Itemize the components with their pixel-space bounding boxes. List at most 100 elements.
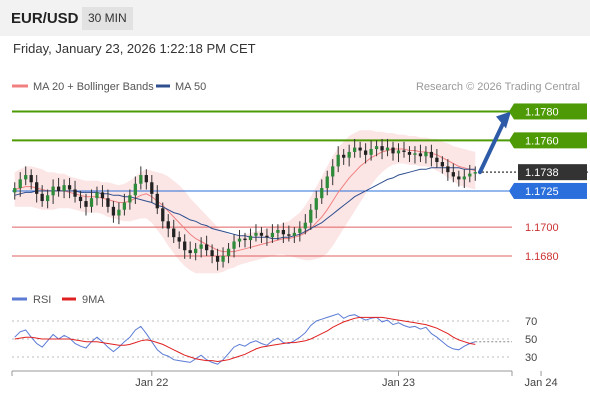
rsi-tick-label: 50 [525,334,537,346]
candle-body [29,175,33,183]
candle-body [243,238,247,241]
candle-body [303,222,307,229]
candle-body [45,195,50,202]
candle-body [265,235,269,238]
candle-body [183,241,187,251]
rsi-tick-label: 70 [525,316,537,328]
candle-body [309,209,313,223]
level-badge-pivot [514,182,587,199]
level-badge-resistance [514,132,587,149]
level-label-3: 1.1725 [525,186,559,198]
candle-body [347,151,351,158]
candle-body [84,201,88,207]
candle-body [13,188,17,193]
candle-body [78,196,83,202]
candle-body [369,149,373,155]
forecast-arrow-head [496,111,511,129]
candle-body [473,172,477,174]
candle-body [402,150,406,152]
candle-body [177,237,181,242]
candle-body [24,175,28,180]
candle-body [133,183,137,196]
candle-body [385,147,390,151]
rsi-tick-label: 30 [525,352,537,364]
x-axis-label: Jan 23 [382,377,415,389]
legend-rsi: RSI [33,294,51,306]
candle-body [111,206,116,216]
candle-body [210,250,214,256]
candle-body [380,146,384,151]
candle-body [424,151,428,157]
candle-body [232,241,236,249]
candle-body [363,150,368,155]
candle-body [226,248,231,256]
candle-body [336,154,340,167]
candle-body [166,221,170,229]
candle-body [73,189,77,197]
candle-body [413,153,417,155]
rsi-9ma-line [14,316,476,363]
candle-body [418,153,423,157]
level-badge-resistance [514,103,587,120]
candle-body [287,234,291,236]
candle-body [281,229,286,235]
legend-ma50: MA 50 [175,81,206,93]
candle-body [325,176,329,189]
candle-body [396,150,401,154]
candle-body [391,147,395,154]
candle-body [451,172,455,177]
candle-body [144,175,148,183]
candle-body [139,175,143,184]
candle-body [40,193,44,202]
candle-body [204,244,209,251]
candle-body [51,186,55,196]
candle-body [128,195,132,203]
candle-body [122,202,127,210]
candle-body [331,166,335,177]
level-badge-pointer [509,182,514,199]
level-label-1: 1.1760 [525,135,559,147]
candle-body [172,228,176,238]
chart-datetime: Friday, January 23, 2026 1:22:18 PM CET [13,41,256,56]
candle-body [435,157,439,163]
candle-body [342,154,346,158]
candle-body [320,188,324,199]
candle-body [298,228,302,233]
candle-body [259,232,264,236]
candle-body [56,186,61,191]
level-badge-pointer [509,132,514,149]
candle-body [62,185,66,191]
candle-body [67,185,72,190]
candle-body [468,173,472,177]
level-label-4: 1.1700 [525,222,559,234]
candle-body [221,255,225,262]
candle-body [89,198,94,207]
candle-body [237,238,242,242]
candle-body [194,248,198,254]
candle-body [353,147,357,152]
candle-body [270,232,275,238]
legend-ma20: MA 20 + Bollinger Bands [33,81,154,93]
level-badge-current [518,164,587,181]
candle-body [407,151,412,155]
copyright-text: Research © 2026 Trading Central [416,81,580,93]
timeframe-badge[interactable]: 30 MIN [82,7,133,30]
candle-body [95,192,99,199]
candle-body [374,146,379,150]
level-label-2: 1.1738 [525,167,559,179]
instrument-title: EUR/USD [11,10,79,27]
chart-header: EUR/USD 30 MIN [0,0,590,36]
candle-body [18,179,22,189]
x-axis-label: Jan 22 [135,377,168,389]
candle-body [292,232,296,236]
candle-body [215,255,220,262]
candle-body [314,198,318,210]
bollinger-band-area [14,130,476,274]
candle-body [446,166,450,173]
candle-body [188,250,192,254]
legend-9ma: 9MA [82,294,105,306]
candle-body [106,198,110,207]
candle-body [358,147,362,151]
candle-body [276,229,280,233]
